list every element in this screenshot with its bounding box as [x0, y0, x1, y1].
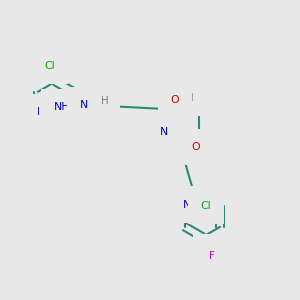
Text: Cl: Cl [45, 61, 56, 71]
Text: O: O [171, 95, 179, 105]
Text: F: F [57, 109, 62, 119]
Text: N: N [160, 127, 168, 137]
Text: Cl: Cl [201, 201, 212, 211]
Text: N: N [37, 107, 45, 117]
Text: N: N [183, 200, 191, 210]
Text: N: N [80, 100, 88, 110]
Text: N: N [181, 92, 189, 103]
Text: O: O [191, 142, 200, 152]
Text: F: F [51, 113, 57, 123]
Text: F: F [61, 113, 67, 123]
Text: F: F [211, 246, 217, 256]
Text: F: F [206, 246, 212, 256]
Text: NH: NH [181, 199, 197, 209]
Text: H: H [186, 92, 194, 103]
Text: H: H [100, 96, 108, 106]
Text: F: F [208, 251, 214, 261]
Text: NH: NH [54, 102, 71, 112]
